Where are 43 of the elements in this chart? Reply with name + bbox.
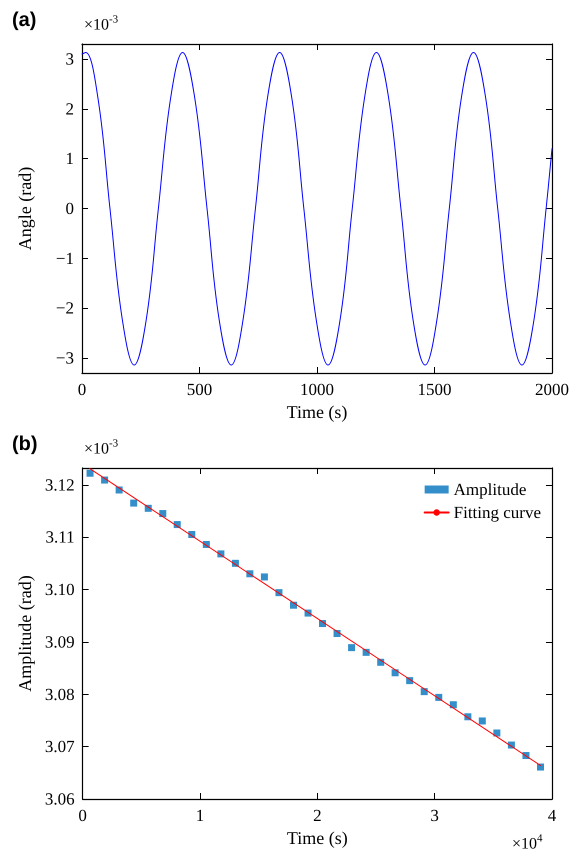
x-tick-label: 4: [548, 806, 557, 825]
y-tick-label: 3.12: [44, 475, 75, 494]
x-tick-label: 2: [313, 806, 322, 825]
legend-label: Amplitude: [454, 480, 526, 499]
point: [348, 644, 356, 652]
y-tick-label: 3.07: [44, 737, 76, 756]
x-tick-label: 2000: [535, 380, 569, 399]
x-tick-label: 500: [186, 380, 212, 399]
y-tick-label: 3.08: [44, 684, 75, 704]
x-tick-label: 1500: [418, 380, 452, 399]
y-tick-label: −1: [56, 248, 74, 268]
x-tick-label: 1000: [300, 380, 334, 399]
text: (b): [12, 433, 38, 455]
text: (a): [12, 9, 36, 31]
x-axis-title: Time (s): [286, 402, 348, 422]
y-tick-label: 3.10: [44, 580, 75, 600]
y-tick-label: −3: [56, 348, 74, 368]
point: [392, 669, 399, 676]
y-tick-label: 3.06: [44, 790, 75, 808]
y-axis-title: Amplitude (rad): [15, 575, 35, 692]
point: [130, 500, 138, 507]
y-tick-label: 3: [66, 49, 74, 68]
y-tick-label: −2: [56, 298, 74, 318]
x-axis-title: Time (s): [286, 828, 348, 848]
x-tick-label: 3: [430, 806, 439, 825]
y-tick-label: 3.09: [44, 632, 75, 652]
y-tick-label: 0: [66, 199, 74, 218]
y-tick-label: 1: [66, 149, 74, 168]
point: [537, 764, 544, 771]
point: [493, 730, 500, 737]
point: [86, 470, 94, 477]
x-tick-label: 0: [78, 380, 86, 399]
line-series: [82, 52, 552, 366]
y-tick-label: 2: [66, 99, 74, 118]
point: [478, 717, 486, 724]
y-axis-title: Angle (rad): [15, 166, 35, 250]
legend-label: Fitting curve: [454, 503, 542, 522]
x-tick-label: 1: [196, 806, 204, 825]
point: [450, 701, 457, 708]
point: [260, 573, 268, 580]
x-tick-label: 0: [78, 806, 87, 825]
point: [159, 510, 166, 518]
y-tick-label: 3.11: [46, 528, 75, 547]
